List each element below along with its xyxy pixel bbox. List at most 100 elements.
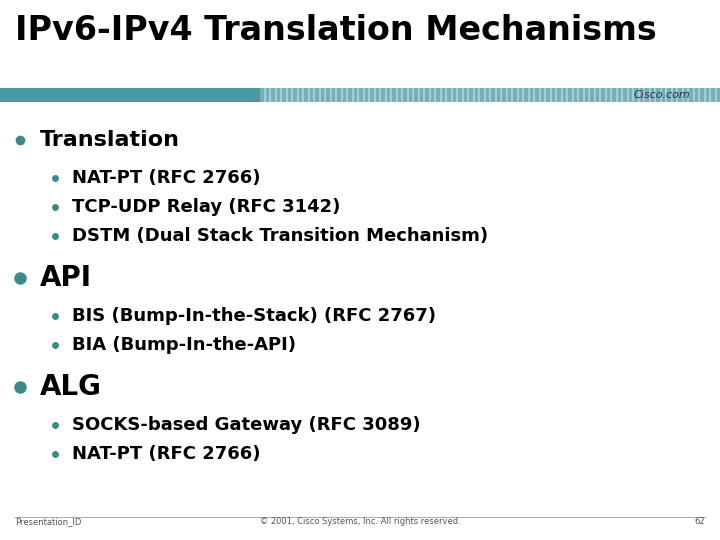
Bar <box>420 88 423 102</box>
Bar <box>672 88 676 102</box>
Bar <box>464 88 467 102</box>
Bar <box>639 88 643 102</box>
Bar <box>497 88 500 102</box>
Bar <box>711 88 714 102</box>
Bar <box>452 88 456 102</box>
Bar <box>310 88 313 102</box>
Text: NAT-PT (RFC 2766): NAT-PT (RFC 2766) <box>72 169 261 187</box>
Bar <box>299 88 302 102</box>
Bar <box>645 88 649 102</box>
Bar <box>414 88 418 102</box>
Bar <box>320 88 324 102</box>
Bar <box>0 88 260 102</box>
Bar <box>524 88 528 102</box>
Bar <box>662 88 665 102</box>
Bar <box>260 88 720 102</box>
Bar <box>650 88 654 102</box>
Bar <box>331 88 335 102</box>
Bar <box>579 88 582 102</box>
Bar <box>502 88 505 102</box>
Text: API: API <box>40 264 92 292</box>
Bar <box>370 88 374 102</box>
Bar <box>282 88 286 102</box>
Bar <box>431 88 434 102</box>
Bar <box>557 88 560 102</box>
Bar <box>590 88 593 102</box>
Bar <box>425 88 428 102</box>
Text: Cisco.com: Cisco.com <box>634 90 690 100</box>
Text: BIS (Bump-In-the-Stack) (RFC 2767): BIS (Bump-In-the-Stack) (RFC 2767) <box>72 307 436 325</box>
Bar <box>376 88 379 102</box>
Bar <box>474 88 478 102</box>
Bar <box>535 88 539 102</box>
Text: © 2001, Cisco Systems, Inc. All rights reserved.: © 2001, Cisco Systems, Inc. All rights r… <box>260 517 460 526</box>
Bar <box>568 88 572 102</box>
Bar <box>315 88 318 102</box>
Bar <box>480 88 484 102</box>
Text: 62: 62 <box>694 517 705 526</box>
Bar <box>359 88 362 102</box>
Bar <box>518 88 522 102</box>
Bar <box>552 88 555 102</box>
Bar <box>441 88 445 102</box>
Text: BIA (Bump-In-the-API): BIA (Bump-In-the-API) <box>72 336 296 354</box>
Bar <box>700 88 703 102</box>
Bar <box>287 88 291 102</box>
Bar <box>458 88 462 102</box>
Bar <box>606 88 610 102</box>
Text: TCP-UDP Relay (RFC 3142): TCP-UDP Relay (RFC 3142) <box>72 198 341 216</box>
Text: ALG: ALG <box>40 373 102 401</box>
Bar <box>546 88 549 102</box>
Bar <box>491 88 495 102</box>
Bar <box>343 88 346 102</box>
Bar <box>447 88 451 102</box>
Text: IPv6-IPv4 Translation Mechanisms: IPv6-IPv4 Translation Mechanisms <box>15 14 657 47</box>
Bar <box>716 88 720 102</box>
Bar <box>260 88 264 102</box>
Bar <box>403 88 407 102</box>
Bar <box>689 88 693 102</box>
Bar <box>408 88 412 102</box>
Bar <box>326 88 330 102</box>
Bar <box>562 88 566 102</box>
Bar <box>293 88 297 102</box>
Bar <box>304 88 307 102</box>
Text: NAT-PT (RFC 2766): NAT-PT (RFC 2766) <box>72 445 261 463</box>
Bar <box>601 88 605 102</box>
Bar <box>629 88 632 102</box>
Bar <box>354 88 357 102</box>
Bar <box>513 88 516 102</box>
Bar <box>656 88 660 102</box>
Bar <box>381 88 384 102</box>
Bar <box>541 88 544 102</box>
Bar <box>271 88 274 102</box>
Text: DSTM (Dual Stack Transition Mechanism): DSTM (Dual Stack Transition Mechanism) <box>72 227 488 245</box>
Bar <box>678 88 682 102</box>
Bar <box>485 88 489 102</box>
Bar <box>337 88 341 102</box>
Text: SOCKS-based Gateway (RFC 3089): SOCKS-based Gateway (RFC 3089) <box>72 416 420 434</box>
Bar <box>695 88 698 102</box>
Bar <box>634 88 637 102</box>
Bar <box>364 88 368 102</box>
Bar <box>387 88 390 102</box>
Bar <box>623 88 626 102</box>
Bar <box>529 88 533 102</box>
Bar <box>595 88 599 102</box>
Text: Presentation_ID: Presentation_ID <box>15 517 81 526</box>
Bar <box>397 88 401 102</box>
Bar <box>618 88 621 102</box>
Bar <box>667 88 670 102</box>
Bar <box>683 88 687 102</box>
Bar <box>348 88 351 102</box>
Bar <box>392 88 395 102</box>
Bar <box>706 88 709 102</box>
Bar <box>276 88 280 102</box>
Bar <box>612 88 616 102</box>
Bar <box>508 88 511 102</box>
Bar <box>585 88 588 102</box>
Text: Translation: Translation <box>40 130 180 150</box>
Bar <box>469 88 472 102</box>
Bar <box>266 88 269 102</box>
Bar <box>436 88 439 102</box>
